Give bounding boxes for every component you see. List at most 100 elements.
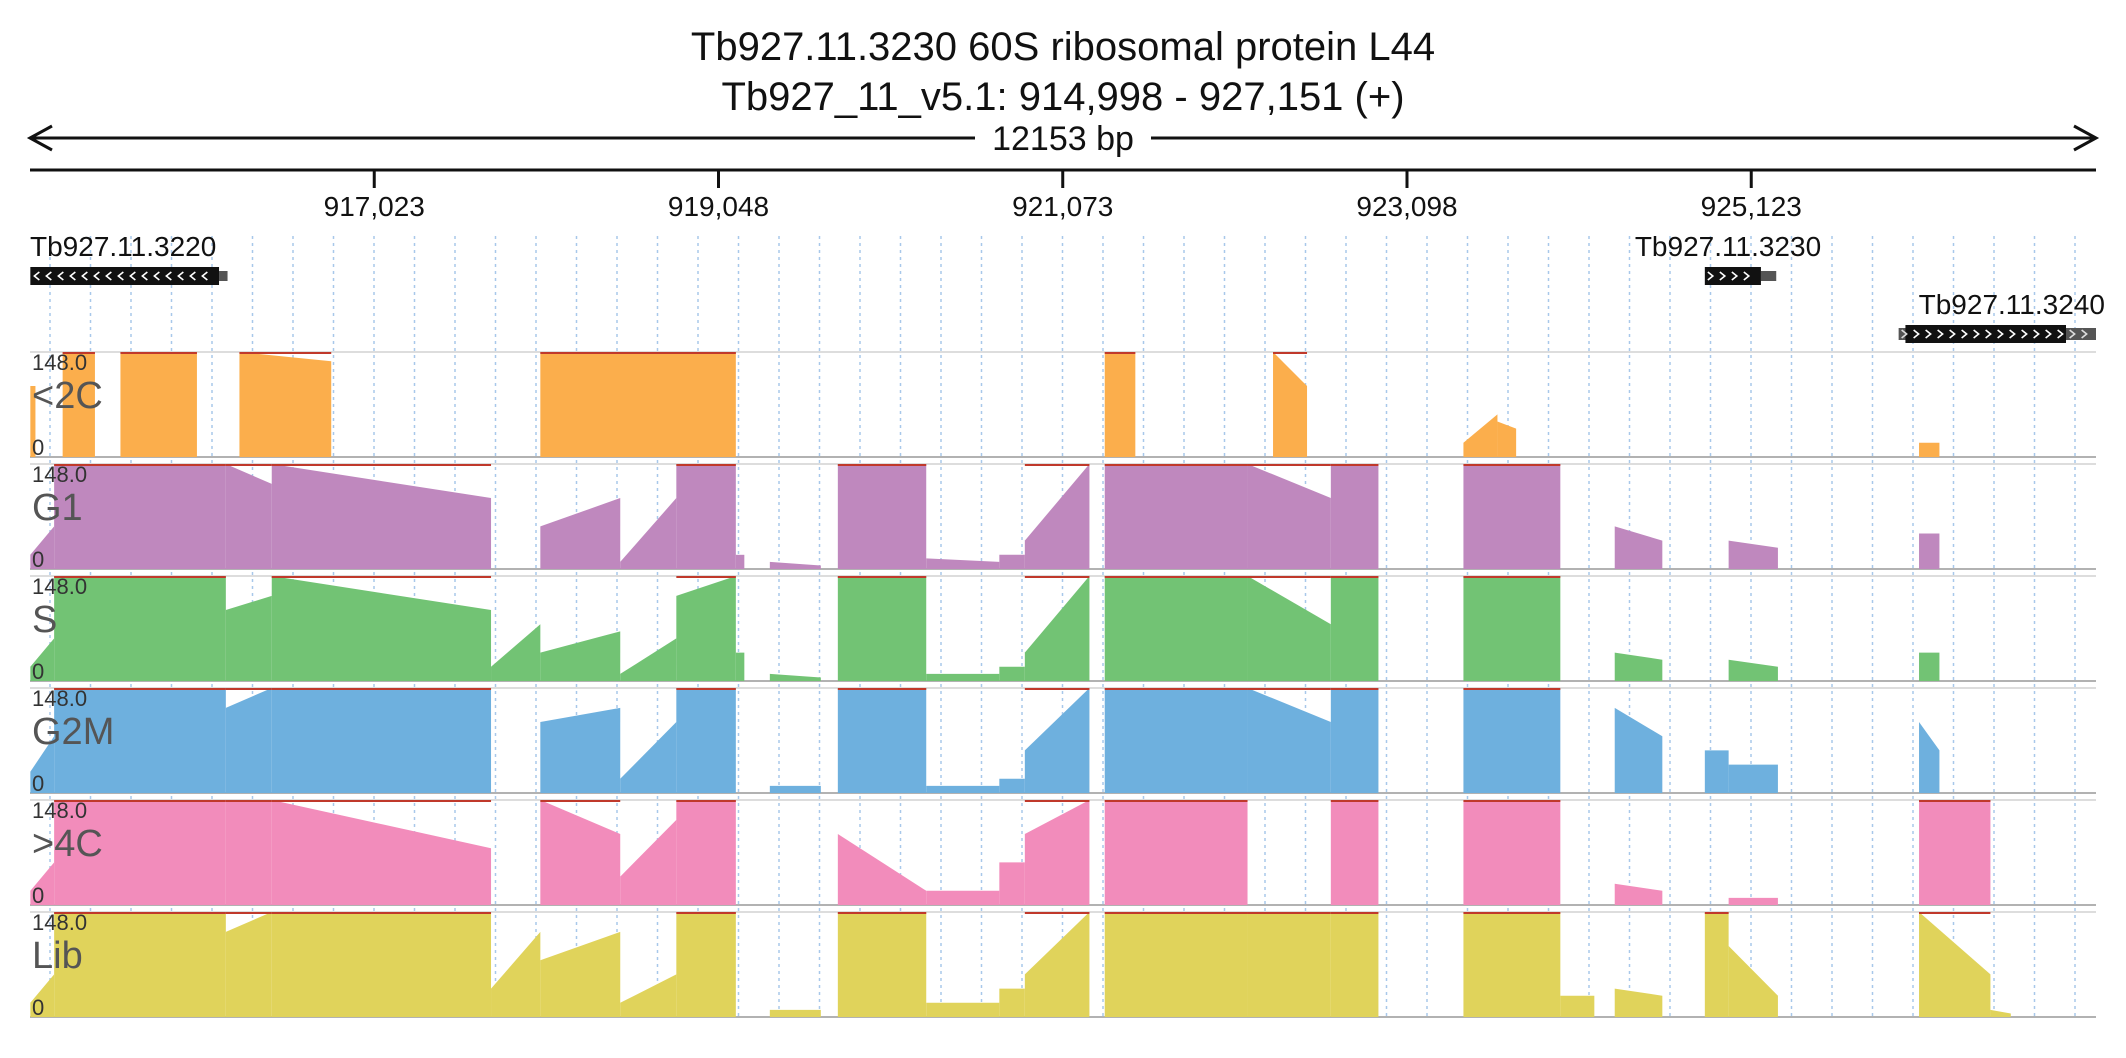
track-name: <2C: [32, 375, 103, 417]
x-tick-label: 923,098: [1356, 191, 1457, 222]
coverage-area: [225, 595, 272, 681]
strand-arrow: [2009, 329, 2016, 339]
gene-label: Tb927.11.3220: [30, 231, 216, 262]
coverage-area: [837, 834, 927, 905]
coverage-area: [837, 912, 927, 1017]
coverage-area: [1728, 897, 1778, 905]
coverage-area: [1560, 995, 1595, 1017]
coverage-area: [676, 688, 736, 793]
coverage-area: [620, 819, 677, 905]
coverage-area: [1614, 707, 1663, 793]
coverage-area: [54, 688, 226, 793]
strand-arrow: [105, 271, 112, 281]
coverage-area: [620, 638, 677, 681]
track-name: >4C: [32, 823, 103, 865]
strand-arrow: [1949, 329, 1956, 339]
strand-arrow: [1997, 329, 2004, 339]
coverage-area: [1024, 912, 1090, 1017]
strand-arrow: [1937, 329, 1944, 339]
coverage-area: [837, 464, 927, 569]
gene-cds: [30, 267, 220, 285]
strand-arrow: [69, 271, 76, 281]
track-name: S: [32, 599, 57, 641]
coverage-area: [1330, 912, 1379, 1017]
strand-arrow: [57, 271, 64, 281]
coverage-area: [54, 800, 226, 905]
coverage-area: [1104, 688, 1248, 793]
coverage-area: [676, 464, 736, 569]
coverage-area: [676, 912, 736, 1017]
coverage-track: 148.0 0 G1: [30, 462, 2096, 572]
coverage-area: [926, 558, 1000, 569]
strand-arrow: [117, 271, 124, 281]
x-tick-label: 919,048: [668, 191, 769, 222]
coverage-area: [999, 666, 1025, 681]
x-tick-label: 917,023: [324, 191, 425, 222]
chart-title: Tb927.11.3230 60S ribosomal protein L44: [691, 25, 1435, 69]
span-arrow-left-head: [26, 124, 53, 152]
gene-label: Tb927.11.3230: [1635, 231, 1821, 262]
span-arrow-right-head: [2073, 124, 2100, 152]
strand-arrow: [189, 271, 196, 281]
coverage-area: [926, 785, 1000, 793]
coverage-area: [676, 576, 736, 681]
coverage-area: [540, 631, 621, 681]
coverage-area: [1614, 988, 1663, 1017]
coverage-area: [1024, 800, 1090, 905]
gene-annotations: Tb927.11.3220 Tb927.11.3230 Tb927.11.3240: [30, 231, 2105, 343]
strand-arrow: [2081, 329, 2088, 339]
strand-arrow: [153, 271, 160, 281]
strand-arrow: [2069, 329, 2076, 339]
strand-arrow: [1731, 271, 1739, 281]
coverage-area: [1463, 576, 1561, 681]
coverage-area: [1614, 883, 1663, 905]
coverage-area: [1728, 946, 1778, 1017]
coverage-area: [540, 352, 736, 457]
coverage-area: [769, 785, 821, 793]
strand-arrow: [1973, 329, 1980, 339]
coverage-area: [1330, 464, 1379, 569]
coverage-track: 148.0 0 S: [30, 574, 2096, 684]
strand-arrow: [33, 271, 40, 281]
coverage-area: [1463, 464, 1561, 569]
gene-feature: Tb927.11.3220: [30, 231, 228, 285]
track-min-label: 0: [32, 883, 44, 908]
coverage-area: [1104, 464, 1248, 569]
track-min-label: 0: [32, 435, 44, 460]
strand-arrow: [2057, 329, 2064, 339]
coverage-area: [1330, 800, 1379, 905]
coverage-area: [491, 931, 541, 1017]
x-axis-ticks: 917,023 919,048 921,073 923,098 925,123: [324, 170, 1802, 222]
coverage-area: [225, 912, 272, 1017]
coverage-area: [926, 890, 1000, 905]
coverage-area: [30, 526, 55, 569]
coverage-area: [769, 673, 821, 681]
strand-arrow: [141, 271, 148, 281]
coverage-area: [1614, 526, 1663, 569]
track-max-label: 148.0: [32, 798, 87, 823]
coverage-area: [1463, 414, 1498, 457]
strand-arrow: [1985, 329, 1992, 339]
coverage-area: [1704, 750, 1729, 793]
span-label-bg: [975, 118, 1151, 158]
gene-feature: Tb927.11.3240: [1898, 289, 2105, 343]
coverage-area: [540, 707, 621, 793]
coverage-area: [1990, 1009, 2011, 1017]
coverage-area: [1704, 912, 1729, 1017]
coverage-area: [239, 352, 332, 457]
coverage-area: [1247, 576, 1331, 681]
span-label: 12153 bp: [992, 120, 1134, 158]
coverage-area: [769, 561, 821, 569]
coverage-track: 148.0 0 >4C: [30, 798, 2096, 908]
coverage-area: [30, 638, 55, 681]
strand-arrow: [1925, 329, 1932, 339]
coverage-area: [1463, 800, 1561, 905]
coverage-area: [271, 912, 492, 1017]
coverage-area: [30, 974, 55, 1017]
coverage-area: [540, 800, 621, 905]
strand-arrow: [2033, 329, 2040, 339]
strand-arrow: [1719, 271, 1727, 281]
gene-utr: [219, 271, 228, 281]
coverage-area: [1728, 659, 1778, 681]
strand-arrow: [45, 271, 52, 281]
